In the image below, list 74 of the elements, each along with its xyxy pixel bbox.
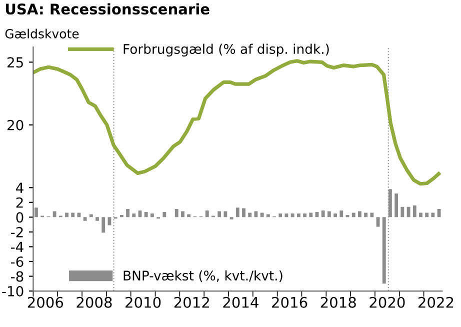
bar bbox=[96, 217, 99, 221]
legend-label: Forbrugsgæld (% af disp. indk.) bbox=[124, 44, 329, 57]
bar bbox=[162, 212, 166, 218]
bar bbox=[303, 213, 306, 218]
bar bbox=[382, 217, 386, 284]
x-tick-label: 2018 bbox=[320, 296, 356, 308]
y-tick-label: 4 bbox=[16, 182, 24, 193]
bar bbox=[400, 206, 404, 218]
bar bbox=[309, 212, 313, 218]
x-tick-label: 2012 bbox=[174, 296, 209, 308]
bar bbox=[334, 213, 338, 218]
y-axis-title: Gældskvote bbox=[5, 28, 79, 38]
x-tick-label: 2014 bbox=[223, 296, 258, 308]
y-tick-label: 20 bbox=[8, 120, 24, 130]
bar bbox=[205, 210, 209, 218]
y-tick-label: -10 bbox=[2, 286, 24, 297]
bar bbox=[260, 212, 264, 218]
bar bbox=[370, 212, 374, 218]
bar bbox=[120, 214, 124, 218]
bar bbox=[431, 212, 435, 218]
chart-title: USA: Recessionsscenarie bbox=[6, 3, 210, 15]
x-tick-label: 2008 bbox=[76, 296, 112, 308]
y-tick-label: -8 bbox=[10, 271, 24, 282]
bar bbox=[187, 214, 191, 218]
y-tick-label: 0 bbox=[16, 212, 24, 223]
bar bbox=[425, 212, 429, 218]
y-tick-label: -4 bbox=[10, 242, 24, 252]
bar bbox=[242, 208, 246, 218]
bar bbox=[327, 211, 331, 218]
bar bbox=[132, 213, 136, 218]
bar bbox=[174, 209, 178, 218]
y-tick-label: 25 bbox=[8, 57, 23, 68]
y-tick-label: 2 bbox=[16, 197, 23, 208]
bar bbox=[388, 189, 392, 218]
bar bbox=[65, 212, 68, 218]
x-tick-label: 2022 bbox=[418, 296, 454, 308]
bar bbox=[108, 217, 112, 226]
bar bbox=[89, 214, 93, 218]
bar bbox=[150, 213, 154, 218]
bar bbox=[296, 213, 300, 218]
bar bbox=[352, 212, 356, 218]
y-tick-label: -6 bbox=[10, 256, 24, 267]
bar bbox=[419, 212, 422, 218]
bar bbox=[224, 211, 228, 218]
bar bbox=[83, 217, 87, 221]
line-series bbox=[33, 59, 440, 186]
bar bbox=[236, 208, 240, 218]
bar bbox=[181, 211, 184, 218]
bar bbox=[102, 217, 106, 233]
bar bbox=[358, 211, 362, 218]
bar bbox=[290, 213, 294, 218]
bar bbox=[52, 211, 56, 218]
bar bbox=[278, 213, 282, 218]
bar bbox=[218, 211, 222, 218]
bar bbox=[266, 214, 270, 218]
bar bbox=[364, 212, 368, 218]
bar bbox=[321, 210, 325, 218]
bar bbox=[248, 212, 252, 218]
bar bbox=[126, 209, 130, 218]
bar bbox=[71, 212, 75, 218]
x-tick-label: 2016 bbox=[272, 296, 308, 308]
bar bbox=[376, 217, 380, 227]
bar bbox=[254, 211, 258, 218]
bar bbox=[340, 210, 344, 218]
bar bbox=[412, 205, 416, 218]
legend-label: BNP-vækst (%, kvt./kvt.) bbox=[124, 270, 282, 282]
y-tick-label: -2 bbox=[10, 226, 23, 238]
bar bbox=[394, 194, 398, 218]
x-tick-label: 2020 bbox=[370, 296, 405, 308]
bar bbox=[437, 209, 441, 218]
bar bbox=[34, 208, 38, 218]
bar bbox=[144, 212, 148, 218]
x-tick-label: 2006 bbox=[28, 296, 64, 308]
x-tick-label: 2010 bbox=[126, 296, 161, 308]
